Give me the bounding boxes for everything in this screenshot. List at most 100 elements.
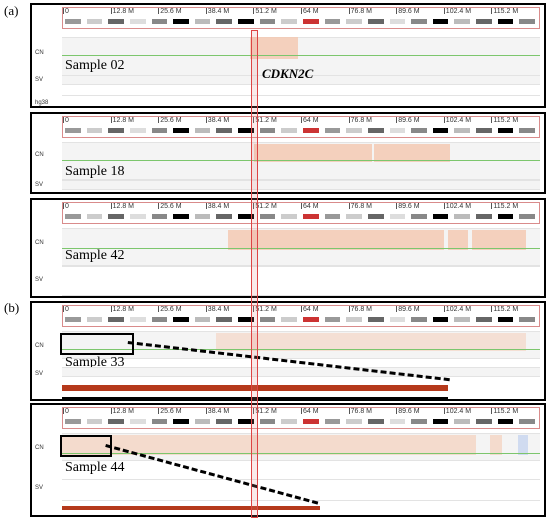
cytoband	[129, 317, 146, 322]
cytoband	[151, 317, 168, 322]
sv-track	[62, 367, 540, 377]
copy-number-line	[62, 160, 540, 161]
ruler-tick-label: 25.6 M	[160, 306, 182, 313]
chromosome-ruler: 0 12.8 M 25.6 M 38.4 M 51.2 M 64 M 76.8 M 89.6 …	[62, 407, 540, 429]
cytoband	[389, 19, 406, 24]
cytoband	[497, 19, 514, 24]
cytoband	[216, 128, 233, 133]
cytoband	[194, 317, 211, 322]
sv-track	[62, 266, 540, 296]
cytoband	[432, 214, 449, 219]
sample-name: Sample 18	[65, 164, 125, 179]
cytoband	[129, 214, 146, 219]
chromosome-ruler: 0 12.8 M 25.6 M 38.4 M 51.2 M 64 M 76.8 M 89.6 …	[62, 202, 540, 224]
chromosome-ruler: 0 12.8 M 25.6 M 38.4 M 51.2 M 64 M 76.8 M 89.6 …	[62, 305, 540, 327]
chromosome-ruler: 0 12.8 M 25.6 M 38.4 M 51.2 M 64 M 76.8 M 89.6 …	[62, 7, 540, 29]
sv-track	[62, 180, 540, 190]
ruler-tick	[63, 306, 64, 312]
ruler-tick	[491, 306, 493, 312]
ruler-tick	[253, 203, 255, 209]
cytoband	[476, 317, 492, 322]
cytoband	[194, 128, 211, 133]
ruler-tick	[63, 8, 64, 14]
cytoband	[151, 419, 168, 424]
ruler-tick-label: 25.6 M	[160, 117, 182, 124]
ruler-tick-label: 0	[65, 408, 69, 415]
cytoband	[411, 128, 427, 133]
ruler-tick	[205, 203, 207, 209]
sample-name: Sample 33	[65, 355, 125, 370]
sv-track-label: SV	[35, 77, 44, 83]
ruler-tick-label: 89.6 M	[398, 203, 420, 210]
sample-33-panel[interactable]: 0 12.8 M 25.6 M 38.4 M 51.2 M 64 M 76.8 M 89.6 …	[30, 301, 546, 401]
panel-a-label: (a)	[4, 3, 19, 18]
sample-02-panel[interactable]: 0 12.8 M 25.6 M 38.4 M 51.2 M 64 M 76.8 M 89.6 …	[30, 3, 546, 108]
cytoband	[324, 128, 341, 133]
ruler-tick-label: 89.6 M	[398, 408, 420, 415]
ruler-tick-label: 51.2 M	[255, 8, 277, 15]
cytoband	[108, 128, 124, 133]
sample-name: Sample 02	[65, 58, 125, 73]
ruler-tick	[443, 203, 445, 209]
cytoband	[346, 419, 362, 424]
ruler-tick	[491, 203, 493, 209]
cytoband	[129, 19, 146, 24]
ruler-tick-label: 0	[65, 117, 69, 124]
cytoband	[238, 19, 254, 24]
sample-44-panel[interactable]: 0 12.8 M 25.6 M 38.4 M 51.2 M 64 M 76.8 M 89.6 …	[30, 403, 546, 517]
ruler-tick	[253, 306, 255, 312]
amplification-segment	[254, 144, 372, 162]
ruler-tick	[158, 306, 160, 312]
cytoband	[65, 19, 81, 24]
amplification-segment	[518, 435, 528, 455]
cytoband	[86, 19, 103, 24]
zoomed-depth-strip	[62, 501, 320, 515]
cytoband	[238, 419, 254, 424]
ruler-tick	[396, 8, 398, 14]
cytoband	[108, 317, 124, 322]
ruler-tick	[205, 117, 207, 123]
cytoband	[324, 317, 341, 322]
ruler-tick	[253, 408, 255, 414]
ruler-tick-label: 76.8 M	[350, 306, 372, 313]
cytoband	[303, 419, 319, 424]
cn-track-label: CN	[35, 240, 44, 246]
ruler-tick	[396, 306, 398, 312]
cytoband	[129, 128, 146, 133]
cytoband	[497, 419, 514, 424]
cytoband	[476, 419, 492, 424]
ruler-tick	[253, 8, 255, 14]
cytoband	[367, 128, 384, 133]
cytoband	[216, 214, 233, 219]
cytoband	[497, 214, 514, 219]
ruler-tick-label: 64 M	[303, 117, 319, 124]
copy-number-line	[62, 349, 540, 350]
zoom-box[interactable]	[60, 333, 134, 355]
zoom-box[interactable]	[60, 435, 112, 457]
ruler-tick-label: 12.8 M	[112, 408, 134, 415]
sv-track-label: SV	[35, 182, 44, 188]
sample-42-panel[interactable]: 0 12.8 M 25.6 M 38.4 M 51.2 M 64 M 76.8 M 89.6 …	[30, 198, 546, 298]
cn-track-label: CN	[35, 445, 44, 451]
ruler-tick	[348, 8, 350, 14]
copy-number-line	[62, 248, 540, 249]
ruler-tick-label: 115.2 M	[493, 408, 519, 415]
ruler-tick-label: 38.4 M	[207, 306, 230, 313]
ruler-tick	[491, 408, 493, 414]
sv-track-label: SV	[35, 371, 44, 377]
cytoband	[194, 419, 211, 424]
cytoband	[411, 19, 427, 24]
cytoband	[367, 214, 384, 219]
ruler-tick-label: 51.2 M	[255, 117, 277, 124]
ruler-tick-label: 12.8 M	[112, 117, 134, 124]
amplification-segment	[250, 37, 298, 59]
ruler-tick-label: 51.2 M	[255, 203, 277, 210]
hg38-gene-track	[62, 95, 540, 106]
cytoband	[86, 419, 103, 424]
cytoband	[303, 317, 319, 322]
sample-18-panel[interactable]: 0 12.8 M 25.6 M 38.4 M 51.2 M 64 M 76.8 M 89.6 …	[30, 112, 546, 194]
ruler-tick-label: 64 M	[303, 408, 319, 415]
ruler-tick	[348, 117, 350, 123]
cytoband	[497, 317, 514, 322]
ruler-tick	[158, 408, 160, 414]
